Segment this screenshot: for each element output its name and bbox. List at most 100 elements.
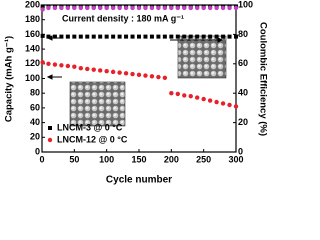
- marker: [182, 93, 187, 98]
- y2-tick-label: 0: [238, 146, 243, 156]
- marker: [169, 34, 174, 39]
- marker: [175, 5, 180, 11]
- marker: [214, 5, 219, 11]
- marker: [182, 5, 187, 11]
- marker: [52, 5, 58, 11]
- x-tick-label: 150: [131, 154, 146, 164]
- y2-tick-label: 60: [238, 58, 248, 68]
- marker: [110, 5, 116, 11]
- marker: [149, 34, 154, 39]
- marker: [104, 68, 109, 74]
- y2-tick-label: 20: [238, 117, 248, 127]
- y2-tick-label: 100: [238, 0, 253, 9]
- y2-tick-label: 40: [238, 88, 248, 98]
- marker: [208, 34, 213, 39]
- sem-inset: [177, 35, 227, 79]
- marker: [110, 69, 116, 75]
- marker: [220, 101, 226, 106]
- marker: [98, 34, 103, 39]
- marker: [188, 34, 193, 39]
- marker: [221, 34, 226, 39]
- marker: [207, 98, 213, 103]
- marker: [143, 5, 148, 11]
- marker: [117, 34, 122, 39]
- marker: [201, 5, 206, 11]
- marker: [149, 5, 155, 11]
- y-tick-label: 60: [30, 102, 40, 112]
- y2-axis-title: Coulombic Efficiency (%): [257, 22, 268, 136]
- marker: [123, 5, 129, 11]
- marker: [130, 5, 135, 11]
- marker: [227, 5, 232, 11]
- marker: [175, 91, 180, 97]
- marker: [156, 74, 161, 80]
- marker: [98, 68, 103, 73]
- y-tick-label: 20: [30, 132, 40, 142]
- marker: [233, 5, 239, 11]
- annotation: Current density : 180 mA g⁻¹: [62, 13, 184, 23]
- y-tick-label: 100: [25, 73, 40, 83]
- marker: [214, 34, 219, 39]
- marker: [195, 5, 200, 11]
- marker: [85, 34, 90, 39]
- marker: [130, 71, 135, 77]
- y-axis-title: Capacity (mAh g⁻¹): [4, 36, 15, 122]
- marker: [214, 99, 219, 105]
- marker: [52, 62, 58, 67]
- marker: [65, 34, 70, 39]
- marker: [46, 34, 51, 39]
- marker: [72, 34, 77, 39]
- marker: [52, 34, 57, 39]
- marker: [169, 91, 174, 96]
- marker: [40, 7, 45, 12]
- marker: [162, 75, 168, 80]
- x-tick-label: 100: [99, 154, 114, 164]
- marker: [182, 34, 187, 39]
- marker: [117, 5, 122, 11]
- marker: [111, 34, 116, 39]
- marker: [156, 5, 161, 11]
- marker: [143, 73, 148, 78]
- marker: [233, 104, 239, 109]
- marker: [46, 5, 51, 11]
- x-tick-label: 200: [164, 154, 179, 164]
- marker: [130, 34, 135, 39]
- y-tick-label: 0: [35, 146, 40, 156]
- x-tick-label: 0: [39, 154, 44, 164]
- marker: [59, 5, 64, 11]
- marker: [201, 96, 206, 102]
- marker: [85, 5, 90, 11]
- marker: [59, 34, 64, 39]
- y-tick-label: 140: [25, 43, 40, 53]
- y-tick-label: 160: [25, 29, 40, 39]
- y2-tick-label: 80: [238, 29, 248, 39]
- marker: [46, 61, 51, 66]
- marker: [137, 34, 141, 39]
- marker: [143, 34, 148, 39]
- marker: [175, 34, 180, 39]
- marker: [220, 5, 226, 11]
- marker: [195, 95, 200, 100]
- y-tick-label: 40: [30, 117, 40, 127]
- marker: [188, 93, 193, 99]
- marker: [136, 72, 142, 78]
- marker: [227, 34, 232, 39]
- marker: [162, 34, 167, 39]
- marker: [85, 66, 90, 72]
- marker: [78, 34, 83, 39]
- marker: [40, 60, 45, 65]
- marker: [201, 34, 206, 39]
- marker: [40, 4, 45, 9]
- marker: [40, 33, 45, 38]
- marker: [207, 5, 213, 11]
- y-tick-label: 200: [25, 0, 40, 9]
- marker: [65, 63, 71, 69]
- y-tick-label: 80: [30, 88, 40, 98]
- legend-marker: [47, 137, 53, 143]
- marker: [234, 34, 238, 39]
- chart: Current density : 180 mA g⁻¹ Cycle numbe…: [4, 0, 269, 186]
- marker: [117, 70, 122, 75]
- marker: [169, 5, 174, 11]
- marker: [78, 5, 84, 11]
- marker: [98, 5, 103, 11]
